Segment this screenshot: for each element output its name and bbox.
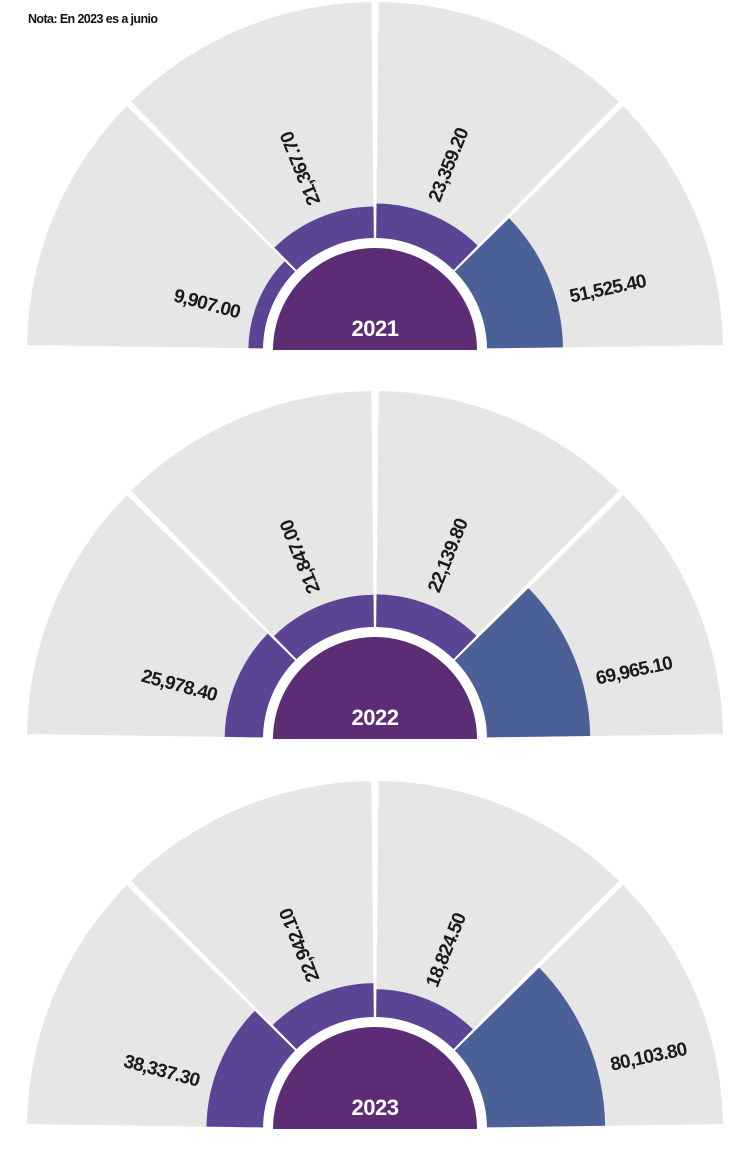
year-label: 2021 <box>352 316 399 341</box>
year-label: 2023 <box>352 1095 399 1120</box>
value-bar <box>376 594 477 660</box>
value-bar <box>454 218 563 349</box>
value-bar <box>376 989 473 1050</box>
value-bar <box>206 1010 296 1128</box>
background-wedge <box>27 495 296 738</box>
year-hub <box>273 1027 477 1129</box>
background-wedge <box>131 391 374 660</box>
background-wedge <box>131 781 374 1050</box>
value-bar <box>274 206 374 271</box>
background-wedge <box>131 2 374 271</box>
value-bar <box>454 967 606 1128</box>
year-hub <box>273 248 477 350</box>
value-bar <box>248 261 296 349</box>
value-bar <box>454 588 591 738</box>
background-wedge <box>376 781 619 1050</box>
value-bar <box>273 594 374 660</box>
year-label: 2022 <box>352 705 399 730</box>
background-wedge <box>376 391 619 660</box>
value-bar <box>272 983 374 1050</box>
background-wedge <box>376 2 619 271</box>
background-wedge <box>27 106 296 349</box>
value-bar <box>224 633 296 738</box>
year-hub <box>273 637 477 739</box>
value-bar <box>376 203 478 271</box>
chart-note: Nota: En 2023 es a junio <box>28 12 158 26</box>
